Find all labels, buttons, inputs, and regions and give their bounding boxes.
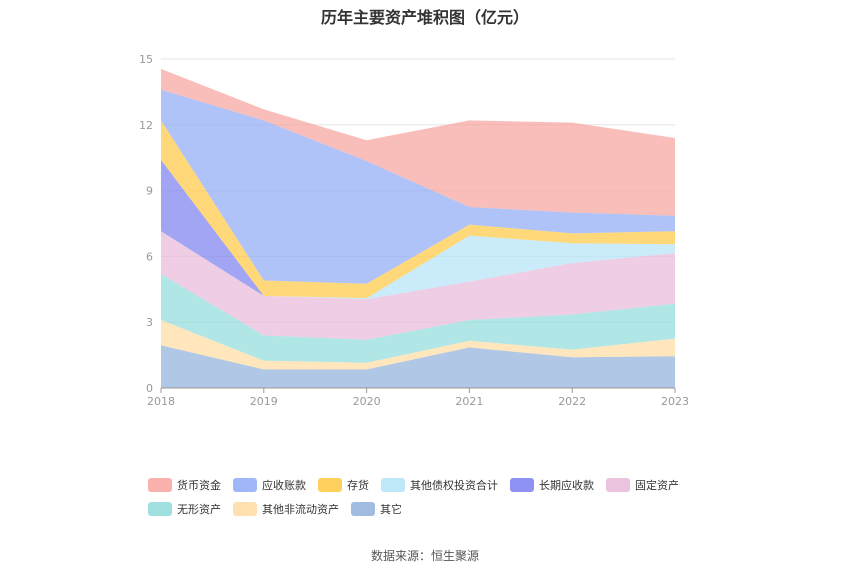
x-tick-label: 2022 bbox=[558, 395, 586, 408]
y-tick-label: 0 bbox=[146, 382, 153, 395]
legend-swatch bbox=[318, 478, 342, 492]
legend-item[interactable]: 其他非流动资产 bbox=[233, 501, 339, 517]
area-series-6 bbox=[161, 120, 675, 299]
legend-item[interactable]: 应收账款 bbox=[233, 477, 306, 493]
legend-label: 存货 bbox=[347, 479, 369, 492]
legend-swatch bbox=[351, 502, 375, 516]
legend-item[interactable]: 其它 bbox=[351, 501, 402, 517]
legend-label: 应收账款 bbox=[262, 479, 306, 492]
legend-label: 长期应收款 bbox=[539, 479, 594, 492]
area-series-5 bbox=[161, 159, 675, 300]
legend-label: 固定资产 bbox=[635, 479, 679, 492]
y-tick-label: 15 bbox=[139, 53, 153, 66]
legend-item[interactable]: 固定资产 bbox=[606, 477, 679, 493]
x-tick-label: 2023 bbox=[661, 395, 689, 408]
y-tick-label: 6 bbox=[146, 250, 153, 263]
chart-title: 历年主要资产堆积图（亿元） bbox=[320, 8, 529, 27]
legend-swatch bbox=[606, 478, 630, 492]
area-series-2 bbox=[161, 273, 675, 363]
legend-label: 货币资金 bbox=[177, 479, 221, 492]
legend-item[interactable]: 存货 bbox=[318, 477, 369, 493]
legend-swatch bbox=[148, 502, 172, 516]
y-tick-label: 3 bbox=[146, 316, 153, 329]
legend-label: 其它 bbox=[380, 503, 402, 516]
legend-swatch bbox=[233, 478, 257, 492]
legend-swatch bbox=[510, 478, 534, 492]
x-tick-label: 2018 bbox=[147, 395, 175, 408]
legend-swatch bbox=[148, 478, 172, 492]
area-series-3 bbox=[161, 231, 675, 340]
x-tick-label: 2020 bbox=[353, 395, 381, 408]
data-source-note: 数据来源：恒生聚源 bbox=[370, 549, 479, 563]
legend-swatch bbox=[381, 478, 405, 492]
legend-row: 无形资产 其他非流动资产 其它 bbox=[148, 497, 728, 521]
x-tick-label: 2019 bbox=[250, 395, 278, 408]
legend-label: 其他债权投资合计 bbox=[410, 479, 498, 492]
legend-row: 货币资金 应收账款 存货 其他债权投资合计 长期应收款 固定资产 bbox=[148, 473, 728, 497]
legend-label: 无形资产 bbox=[177, 503, 221, 516]
area-series-8 bbox=[161, 68, 675, 216]
stacked-area-chart: 0 3 6 9 12 15 2018 2019 2020 2021 2022 2023 bbox=[139, 53, 689, 408]
area-series-0 bbox=[161, 345, 675, 388]
legend-item[interactable]: 其他债权投资合计 bbox=[381, 477, 498, 493]
legend-item[interactable]: 货币资金 bbox=[148, 477, 221, 493]
y-tick-label: 9 bbox=[146, 185, 153, 198]
y-tick-label: 12 bbox=[139, 119, 153, 132]
legend-item[interactable]: 无形资产 bbox=[148, 501, 221, 517]
legend-swatch bbox=[233, 502, 257, 516]
chart-legend: 货币资金 应收账款 存货 其他债权投资合计 长期应收款 固定资产无形资产 其他非流动资产 其它 bbox=[148, 473, 728, 521]
area-series-7 bbox=[161, 89, 675, 284]
x-tick-label: 2021 bbox=[455, 395, 483, 408]
legend-label: 其他非流动资产 bbox=[262, 503, 339, 516]
legend-item[interactable]: 长期应收款 bbox=[510, 477, 594, 493]
